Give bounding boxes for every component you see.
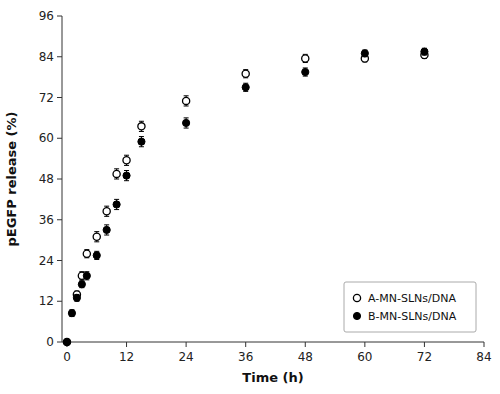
error-bar-cap — [124, 170, 129, 171]
point — [113, 201, 120, 208]
error-bar-cap — [139, 136, 144, 137]
chart-svg: 0 12 24 36 48 60 72 84 0 12 24 36 48 60 72 84 96 Time (h)… — [0, 0, 500, 394]
error-bar-cap — [114, 209, 119, 210]
error-bar-cap — [124, 180, 129, 181]
legend-label: B-MN-SLNs/DNA — [368, 310, 457, 323]
point — [242, 84, 249, 91]
x-axis-line — [62, 342, 484, 343]
error-bar-cap — [114, 199, 119, 200]
point — [103, 208, 110, 215]
error-bar-cap — [104, 235, 109, 236]
point — [63, 338, 70, 345]
x-tick-label: 48 — [298, 350, 313, 364]
x-tick — [424, 342, 425, 347]
y-tick — [57, 260, 62, 261]
chart-container: 0 12 24 36 48 60 72 84 0 12 24 36 48 60 72 84 96 Time (h)… — [0, 0, 500, 394]
y-tick-label: 36 — [39, 213, 54, 227]
x-tick — [126, 342, 127, 347]
error-bar-cap — [184, 95, 189, 96]
x-tick — [484, 342, 485, 347]
point — [361, 50, 368, 57]
legend-box — [344, 282, 476, 332]
point — [78, 281, 85, 288]
y-tick — [57, 342, 62, 343]
x-tick-label: 36 — [238, 350, 253, 364]
y-tick — [57, 56, 62, 57]
point — [183, 97, 190, 104]
x-tick — [186, 342, 187, 347]
y-tick-label: 48 — [39, 172, 54, 186]
x-tick — [305, 342, 306, 347]
y-tick-label: 0 — [46, 335, 54, 349]
x-tick-label: 12 — [119, 350, 134, 364]
error-bar-cap — [94, 241, 99, 242]
point — [302, 68, 309, 75]
x-tick-label: 72 — [417, 350, 432, 364]
error-bar-cap — [104, 206, 109, 207]
error-bar-cap — [139, 131, 144, 132]
x-tick-label: 24 — [178, 350, 193, 364]
point — [123, 172, 130, 179]
y-tick — [57, 179, 62, 180]
x-axis-label: Time (h) — [242, 370, 303, 385]
error-bar-cap — [139, 146, 144, 147]
error-bar-cap — [184, 117, 189, 118]
legend-label: A-MN-SLNs/DNA — [368, 292, 456, 305]
x-tick — [245, 342, 246, 347]
error-bar-cap — [124, 155, 129, 156]
y-tick-label: 96 — [39, 9, 54, 23]
x-tick-label: 0 — [63, 350, 71, 364]
legend-swatch — [353, 312, 360, 319]
y-tick-label: 12 — [39, 294, 54, 308]
y-tick-label: 60 — [39, 131, 54, 145]
x-tick — [364, 342, 365, 347]
point — [83, 250, 90, 257]
error-bar-cap — [104, 216, 109, 217]
error-bar-cap — [139, 121, 144, 122]
point — [123, 157, 130, 164]
y-axis-label: pEGFP release (%) — [4, 111, 19, 246]
point — [113, 170, 120, 177]
y-tick — [57, 16, 62, 17]
point — [103, 226, 110, 233]
y-tick-label: 72 — [39, 91, 54, 105]
legend: A-MN-SLNs/DNA B-MN-SLNs/DNA — [344, 282, 476, 332]
error-bar-cap — [114, 168, 119, 169]
y-tick — [57, 97, 62, 98]
error-bar-cap — [184, 105, 189, 106]
point — [73, 294, 80, 301]
error-bar-cap — [114, 179, 119, 180]
y-tick — [57, 301, 62, 302]
point — [83, 272, 90, 279]
error-bar-cap — [104, 224, 109, 225]
point — [93, 252, 100, 259]
point — [138, 138, 145, 145]
point — [183, 119, 190, 126]
y-tick — [57, 138, 62, 139]
y-tick-label: 24 — [39, 254, 54, 268]
point — [138, 123, 145, 130]
y-tick-label: 84 — [39, 50, 54, 64]
error-bar-cap — [94, 231, 99, 232]
point — [63, 338, 70, 345]
error-bar-cap — [184, 128, 189, 129]
error-bar-cap — [124, 165, 129, 166]
x-tick-label: 60 — [357, 350, 372, 364]
legend-swatch — [353, 294, 360, 301]
point — [93, 233, 100, 240]
x-tick-label: 84 — [476, 350, 491, 364]
point — [68, 310, 75, 317]
point — [302, 55, 309, 62]
y-tick — [57, 219, 62, 220]
point — [421, 48, 428, 55]
point — [242, 70, 249, 77]
